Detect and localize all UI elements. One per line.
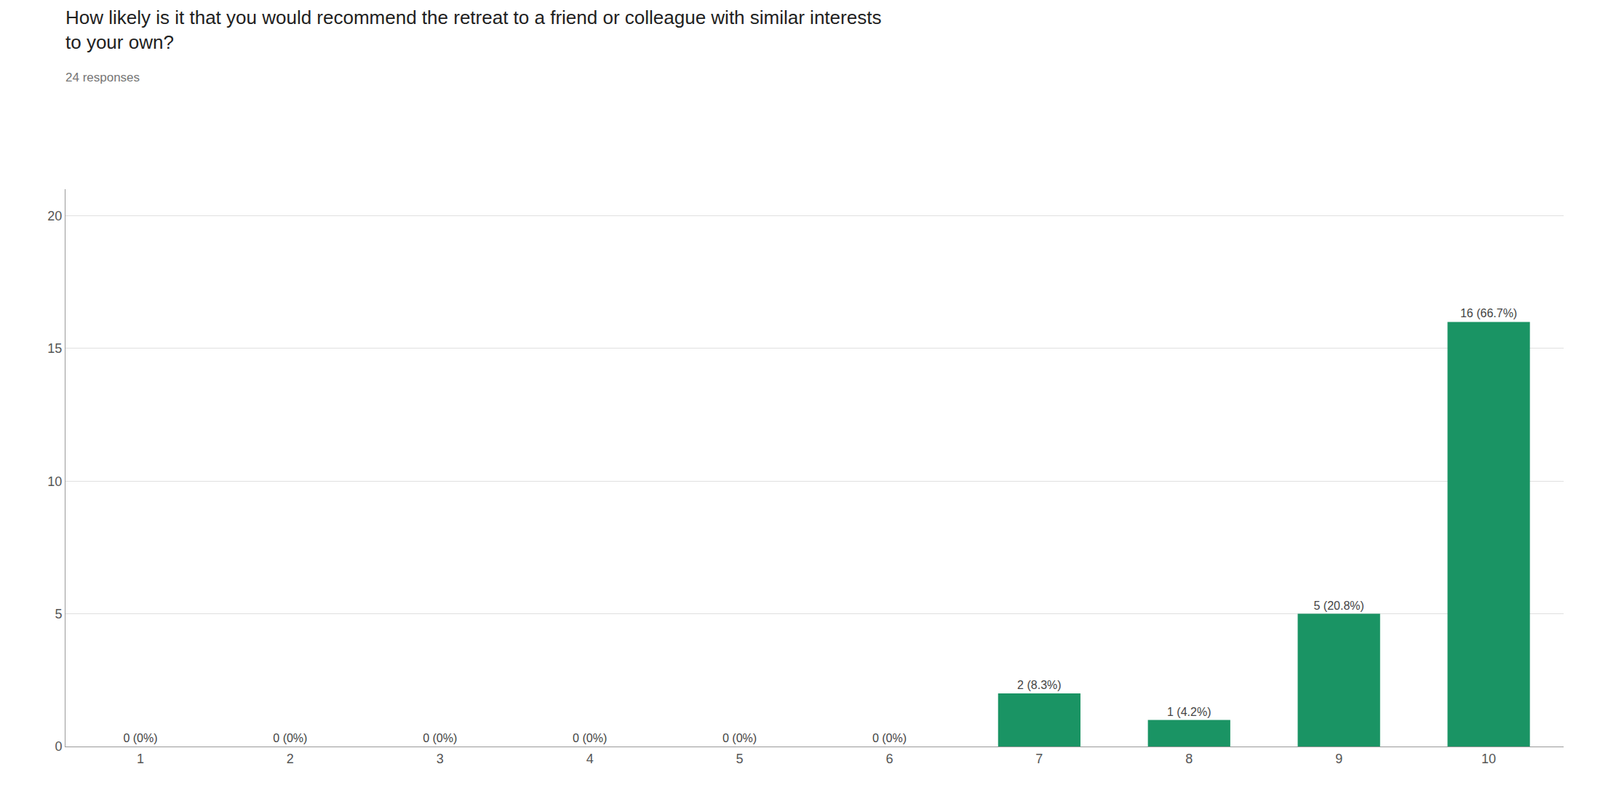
svg-text:5 (20.8%): 5 (20.8%) — [1313, 599, 1364, 612]
svg-text:10: 10 — [1481, 751, 1496, 767]
svg-text:8: 8 — [1185, 751, 1193, 767]
svg-text:0 (0%): 0 (0%) — [422, 731, 457, 745]
svg-text:0 (0%): 0 (0%) — [122, 731, 158, 745]
svg-text:24 responses: 24 responses — [65, 70, 140, 85]
svg-text:2 (8.3%): 2 (8.3%) — [1017, 678, 1061, 692]
svg-text:1 (4.2%): 1 (4.2%) — [1167, 705, 1211, 719]
svg-text:4: 4 — [586, 751, 594, 767]
svg-text:0 (0%): 0 (0%) — [572, 731, 607, 745]
svg-text:2: 2 — [286, 751, 294, 767]
svg-text:16 (66.7%): 16 (66.7%) — [1460, 307, 1518, 320]
svg-text:How likely is it that you woul: How likely is it that you would recommen… — [65, 6, 882, 54]
svg-text:20: 20 — [47, 208, 62, 224]
svg-text:5: 5 — [736, 751, 744, 767]
svg-text:0 (0%): 0 (0%) — [872, 731, 907, 745]
svg-text:15: 15 — [47, 341, 62, 356]
svg-text:1: 1 — [136, 751, 145, 767]
svg-text:5: 5 — [54, 606, 62, 622]
svg-text:3: 3 — [436, 751, 444, 767]
svg-text:10: 10 — [47, 474, 62, 489]
svg-text:0 (0%): 0 (0%) — [272, 731, 308, 745]
svg-text:9: 9 — [1335, 751, 1343, 767]
svg-text:0: 0 — [54, 739, 62, 754]
svg-text:7: 7 — [1035, 751, 1043, 767]
svg-text:6: 6 — [885, 751, 893, 767]
svg-text:0 (0%): 0 (0%) — [722, 731, 757, 745]
